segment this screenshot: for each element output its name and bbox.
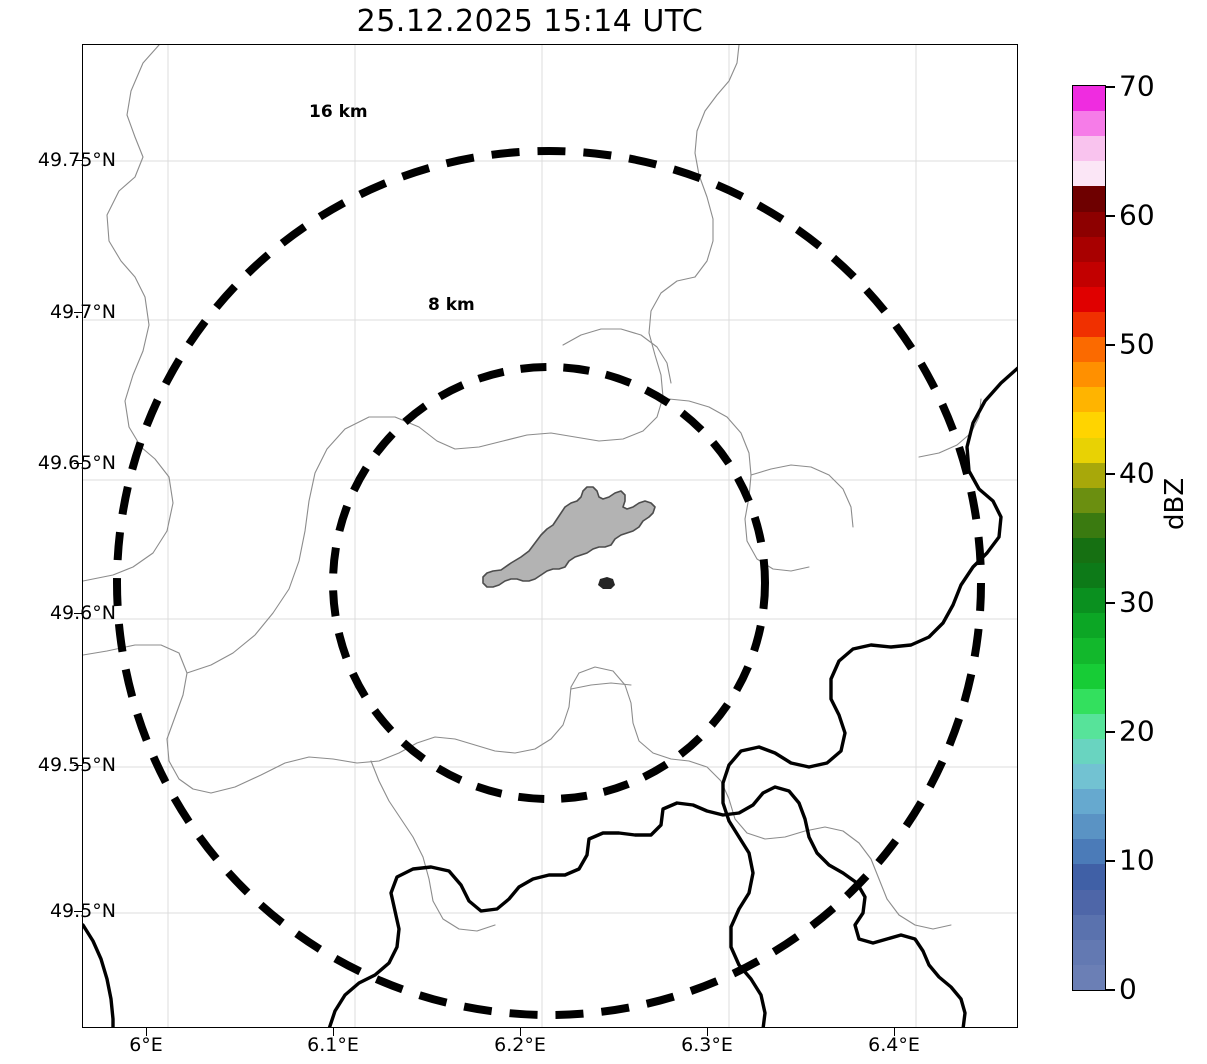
colorbar-segment	[1073, 462, 1105, 488]
colorbar-label-40: 40	[1119, 456, 1155, 490]
colorbar-segment	[1073, 186, 1105, 212]
colorbar-segment	[1073, 136, 1105, 162]
colorbar-segment	[1073, 763, 1105, 790]
page-title: 25.12.2025 15:14 UTC	[356, 4, 704, 39]
x-tick-mark	[894, 1028, 896, 1036]
map-plot-area[interactable]: 16 km 8 km	[82, 44, 1018, 1028]
colorbar-segment	[1073, 337, 1105, 363]
colorbar-tick-20	[1106, 731, 1115, 733]
y-tick-mark	[74, 463, 82, 465]
x-axis-label-6-1: 6.1°E	[307, 1034, 359, 1056]
x-axis-label-6-3: 6.3°E	[681, 1034, 733, 1056]
x-tick-mark	[333, 1028, 335, 1036]
y-tick-mark	[74, 911, 82, 913]
range-ring-16km	[113, 147, 985, 1019]
colorbar-segment	[1073, 311, 1105, 338]
colorbar-title: dBZ	[1160, 477, 1190, 530]
colorbar-segment	[1073, 537, 1105, 564]
colorbar-segment	[1073, 864, 1105, 890]
colorbar-tick-0	[1106, 989, 1115, 991]
colorbar-segment	[1073, 613, 1105, 639]
colorbar-tick-40	[1106, 473, 1115, 475]
y-axis-label-49-65: 49.65°N	[37, 452, 116, 474]
colorbar-segment	[1073, 688, 1105, 714]
ring-label-8km: 8 km	[428, 295, 475, 315]
colorbar-segment	[1073, 211, 1105, 237]
national-borders	[83, 366, 1017, 1027]
colorbar-segment	[1073, 638, 1105, 664]
colorbar-segment	[1073, 286, 1105, 312]
ring-label-16km: 16 km	[309, 102, 368, 122]
colorbar-segment	[1073, 713, 1105, 739]
map-canvas	[83, 45, 1017, 1027]
colorbar-label-30: 30	[1119, 585, 1155, 619]
x-tick-mark	[707, 1028, 709, 1036]
colorbar-segment	[1073, 563, 1105, 589]
colorbar-label-50: 50	[1119, 327, 1155, 361]
y-axis-label-49-6: 49.6°N	[49, 602, 116, 624]
colorbar[interactable]	[1072, 85, 1106, 991]
colorbar-tick-60	[1106, 215, 1115, 217]
x-axis-label-6-4: 6.4°E	[868, 1034, 920, 1056]
colorbar-segment	[1073, 939, 1105, 965]
colorbar-segment	[1073, 111, 1105, 137]
colorbar-segment	[1073, 437, 1105, 463]
colorbar-label-10: 10	[1119, 843, 1155, 877]
colorbar-label-70: 70	[1119, 69, 1155, 103]
x-axis-label-6: 6°E	[129, 1034, 163, 1056]
colorbar-label-0: 0	[1119, 972, 1137, 1006]
colorbar-label-20: 20	[1119, 714, 1155, 748]
colorbar-label-60: 60	[1119, 198, 1155, 232]
colorbar-segment	[1073, 663, 1105, 689]
colorbar-segment	[1073, 839, 1105, 865]
x-axis-label-6-2: 6.2°E	[494, 1034, 546, 1056]
colorbar-segment	[1073, 512, 1105, 538]
colorbar-segment	[1073, 914, 1105, 940]
colorbar-segment	[1073, 362, 1105, 388]
y-axis-label-49-7: 49.7°N	[49, 301, 116, 323]
colorbar-tick-70	[1106, 86, 1115, 88]
colorbar-segment	[1073, 86, 1105, 112]
city-polygon	[482, 486, 656, 588]
colorbar-segment	[1073, 487, 1105, 513]
y-tick-mark	[74, 613, 82, 615]
colorbar-tick-10	[1106, 860, 1115, 862]
colorbar-segment	[1073, 889, 1105, 915]
grid-lines	[83, 45, 1017, 1027]
x-tick-mark	[146, 1028, 148, 1036]
colorbar-segment	[1073, 261, 1105, 287]
y-axis-label-49-55: 49.55°N	[37, 754, 116, 776]
colorbar-segment	[1073, 738, 1105, 764]
y-tick-mark	[74, 312, 82, 314]
range-rings	[113, 147, 985, 1019]
range-ring-8km	[329, 363, 769, 803]
y-tick-mark	[74, 765, 82, 767]
colorbar-segment	[1073, 964, 1105, 990]
colorbar-segment	[1073, 387, 1105, 413]
colorbar-segment	[1073, 814, 1105, 840]
city-centre-marker	[598, 577, 615, 589]
colorbar-tick-30	[1106, 602, 1115, 604]
y-tick-mark	[74, 160, 82, 162]
colorbar-segment	[1073, 236, 1105, 262]
y-axis-label-49-75: 49.75°N	[37, 149, 116, 171]
colorbar-segment	[1073, 789, 1105, 815]
colorbar-segment	[1073, 161, 1105, 187]
colorbar-tick-50	[1106, 344, 1115, 346]
colorbar-segment	[1073, 412, 1105, 438]
x-tick-mark	[520, 1028, 522, 1036]
y-axis-label-49-5: 49.5°N	[49, 900, 116, 922]
colorbar-segment	[1073, 588, 1105, 614]
